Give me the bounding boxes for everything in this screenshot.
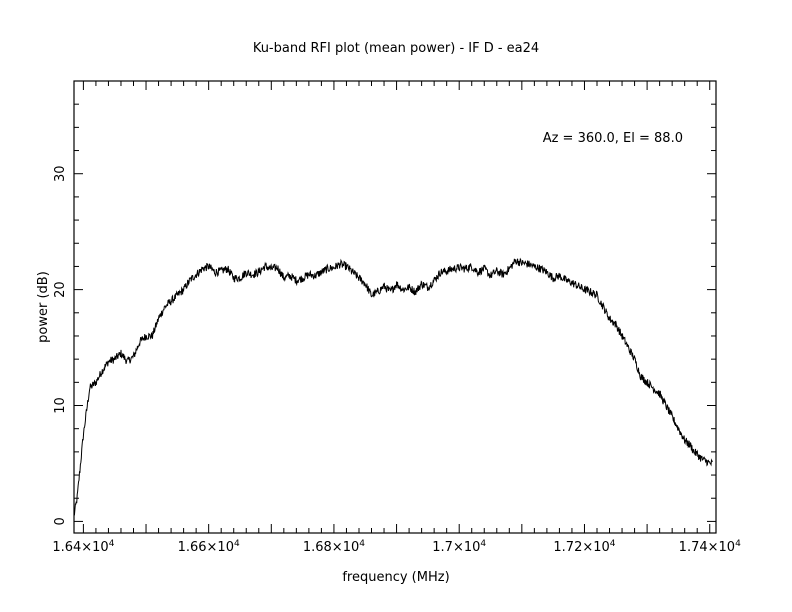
x-axis-label: frequency (MHz) — [342, 570, 449, 585]
y-tick-label: 30 — [53, 165, 68, 182]
y-axis-label: power (dB) — [36, 271, 51, 343]
y-tick-label: 0 — [53, 517, 68, 525]
x-tick-labels: 1.64×104 1.66×104 1.68×104 1.7×104 1.72×104 1… — [52, 539, 741, 555]
x-tick-label: 1.72×104 — [553, 539, 615, 555]
x-tick-label: 1.7×104 — [432, 539, 486, 555]
axis-ticks — [74, 80, 716, 533]
x-tick-label: 1.68×104 — [303, 539, 365, 555]
y-tick-labels: 0 10 20 30 — [53, 165, 68, 525]
x-tick-label: 1.74×104 — [679, 539, 741, 555]
chart-title: Ku-band RFI plot (mean power) - IF D - e… — [253, 41, 539, 56]
x-tick-label: 1.64×104 — [52, 539, 114, 555]
series-line — [73, 257, 713, 516]
y-tick-label: 20 — [53, 281, 68, 298]
x-tick-label: 1.66×104 — [178, 539, 240, 555]
y-tick-label: 10 — [53, 397, 68, 414]
az-el-annotation: Az = 360.0, El = 88.0 — [543, 131, 683, 146]
plot-frame — [73, 80, 717, 534]
